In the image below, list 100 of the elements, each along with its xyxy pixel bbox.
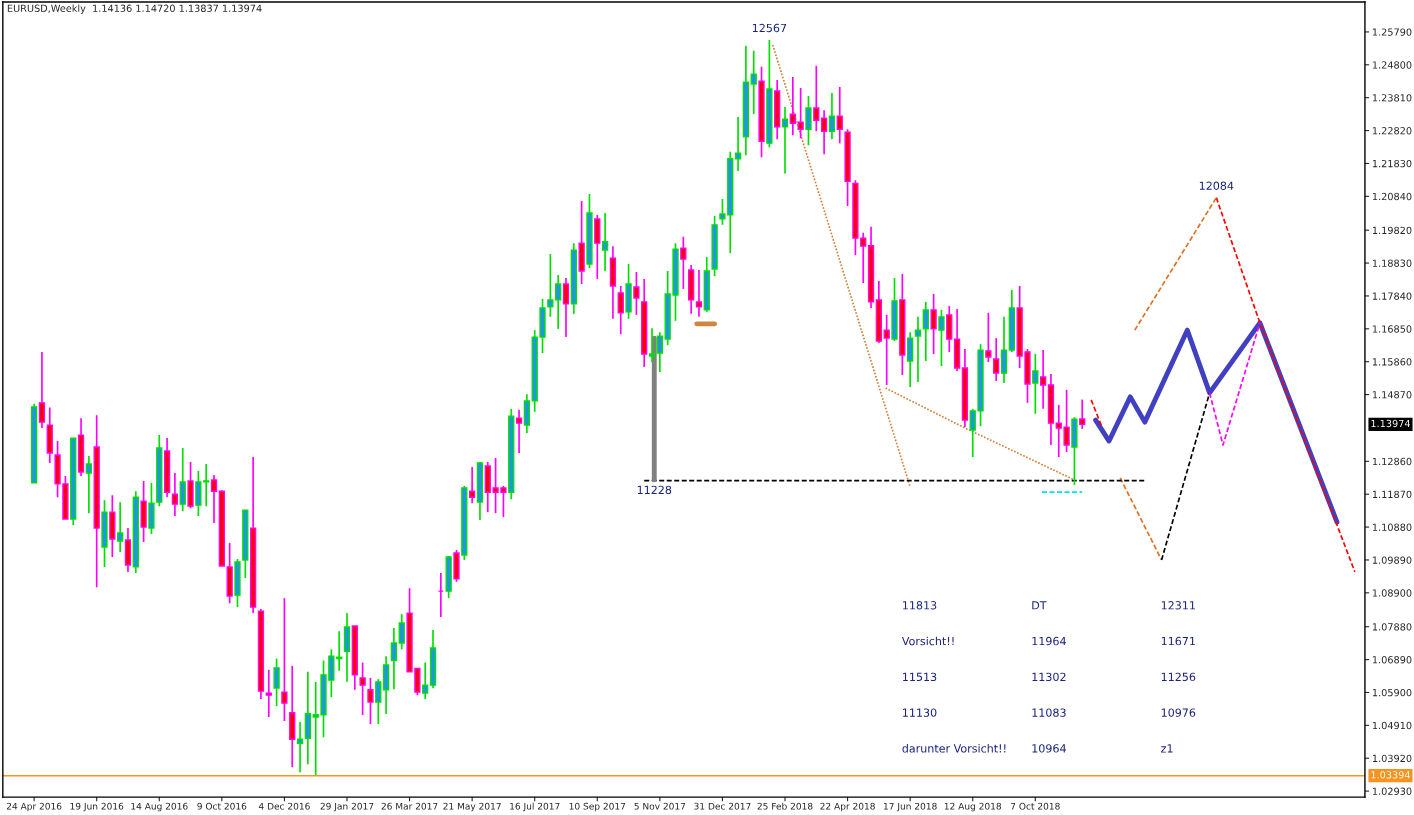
candlestick bbox=[914, 316, 922, 383]
y-tick-label: 1.09890 bbox=[1372, 556, 1412, 564]
candlestick bbox=[781, 106, 789, 175]
x-tick-label: 19 Jun 2016 bbox=[70, 802, 124, 812]
candlestick bbox=[930, 293, 937, 355]
candlestick bbox=[117, 501, 124, 553]
x-tick-label: 17 Jun 2018 bbox=[883, 802, 937, 812]
candlestick bbox=[617, 285, 624, 335]
annotation: 11813 bbox=[903, 601, 937, 610]
y-tick-label: 1.06890 bbox=[1372, 656, 1412, 664]
annotation: z1 bbox=[1161, 744, 1173, 753]
x-tick-label: 10 Sep 2017 bbox=[569, 802, 626, 812]
y-tick-label: 1.04910 bbox=[1372, 721, 1412, 730]
text: 1.13974 bbox=[1371, 419, 1411, 428]
x-tick-label: 25 Feb 2018 bbox=[757, 802, 813, 810]
candlestick bbox=[836, 86, 843, 145]
ref-line-label: 1.03394 bbox=[1371, 771, 1411, 779]
candlestick bbox=[985, 312, 992, 363]
annotation: 11964 bbox=[1032, 636, 1066, 646]
candlestick bbox=[633, 271, 640, 316]
x-tick-label: 16 Jul 2017 bbox=[510, 802, 560, 812]
x-tick-label: 12 Aug 2018 bbox=[944, 802, 1002, 812]
x-tick-label: 29 Jan 2017 bbox=[320, 802, 374, 812]
x-tick-label: 7 Oct 2018 bbox=[1011, 802, 1060, 810]
y-tick-label: 1.15860 bbox=[1372, 358, 1412, 366]
x-tick-label: 4 Dec 2016 bbox=[258, 802, 310, 810]
annotation: 10964 bbox=[1032, 744, 1066, 753]
annotation: darunter Vorsicht!! bbox=[902, 743, 1006, 753]
candlestick bbox=[1079, 398, 1086, 430]
y-tick-label: 1.07880 bbox=[1372, 623, 1412, 631]
x-tick-label: 22 Apr 2018 bbox=[820, 802, 875, 812]
candlestick bbox=[805, 95, 812, 147]
y-tick-label: 1.17840 bbox=[1372, 292, 1412, 300]
y-tick-label: 1.02930 bbox=[1372, 787, 1412, 795]
annotation: DT bbox=[1032, 601, 1047, 610]
annotation: 11083 bbox=[1032, 708, 1066, 717]
annotation: 11671 bbox=[1161, 636, 1195, 646]
y-tick-label: 1.12860 bbox=[1372, 457, 1412, 466]
annotation: 12084 bbox=[1199, 181, 1234, 190]
candlestick bbox=[210, 474, 218, 524]
candlestick bbox=[680, 235, 687, 290]
candlestick bbox=[828, 92, 836, 141]
candlestick bbox=[390, 627, 398, 690]
annotation: 11228 bbox=[637, 485, 672, 495]
candlestick bbox=[601, 212, 609, 272]
y-tick-label: 1.05900 bbox=[1372, 688, 1412, 697]
candlestick bbox=[883, 314, 890, 386]
y-tick-label: 1.24800 bbox=[1372, 61, 1412, 69]
candlestick bbox=[85, 455, 93, 514]
candlestick bbox=[922, 301, 929, 362]
candlestick bbox=[938, 309, 945, 367]
annotation: 11130 bbox=[903, 708, 937, 717]
candlestick bbox=[398, 613, 405, 651]
candlestick bbox=[375, 678, 382, 725]
y-tick-label: 1.25790 bbox=[1372, 28, 1412, 36]
annotation: 12567 bbox=[752, 23, 787, 33]
y-tick-label: 1.14870 bbox=[1372, 391, 1412, 399]
y-tick-label: 1.08900 bbox=[1372, 589, 1412, 597]
annotation: Vorsicht!! bbox=[901, 636, 954, 646]
annotation: 11256 bbox=[1161, 672, 1196, 682]
y-tick-label: 1.03920 bbox=[1372, 754, 1412, 763]
annotation: 11302 bbox=[1032, 672, 1066, 682]
candlestick bbox=[265, 669, 272, 718]
y-tick-label: 1.22820 bbox=[1372, 127, 1412, 135]
y-tick-label: 1.11870 bbox=[1372, 490, 1412, 499]
candlestick bbox=[296, 721, 304, 773]
candlestick bbox=[813, 64, 820, 133]
candlestick bbox=[1000, 316, 1008, 384]
candlestick bbox=[359, 661, 366, 716]
candlestick bbox=[1032, 353, 1039, 415]
y-tick-label: 1.19820 bbox=[1372, 226, 1412, 235]
candlestick bbox=[648, 327, 656, 363]
annotation: 11513 bbox=[903, 672, 937, 682]
candlestick bbox=[1039, 349, 1047, 410]
candlestick bbox=[273, 657, 280, 707]
candlestick bbox=[515, 409, 523, 454]
candlestick bbox=[281, 597, 288, 722]
y-tick-label: 1.18830 bbox=[1372, 259, 1412, 267]
chart-title: EURUSD,Weekly 1.14136 1.14720 1.13837 1.13974 bbox=[7, 4, 262, 14]
candlestick bbox=[468, 466, 476, 505]
x-tick-label: 31 Dec 2017 bbox=[694, 802, 751, 810]
x-tick-label: 24 Apr 2016 bbox=[6, 802, 62, 812]
candlestick bbox=[562, 277, 570, 338]
candlestick bbox=[171, 472, 179, 517]
candlestick bbox=[422, 661, 429, 700]
candlestick bbox=[820, 109, 828, 155]
y-tick-label: 1.16850 bbox=[1372, 325, 1412, 333]
candlestick bbox=[656, 331, 664, 373]
candlestick bbox=[367, 677, 374, 725]
y-tick-label: 1.10880 bbox=[1372, 523, 1412, 531]
candlestick bbox=[179, 447, 186, 512]
x-tick-label: 9 Oct 2016 bbox=[197, 802, 247, 810]
x-tick-label: 14 Aug 2016 bbox=[131, 802, 188, 812]
annotation: 10976 bbox=[1161, 708, 1196, 717]
candlestick bbox=[750, 50, 757, 115]
x-tick-label: 26 Mar 2017 bbox=[381, 802, 438, 810]
candlestick bbox=[38, 351, 46, 429]
candlestick bbox=[734, 116, 742, 172]
candlestick bbox=[695, 269, 703, 318]
y-tick-label: 1.21830 bbox=[1372, 159, 1412, 168]
